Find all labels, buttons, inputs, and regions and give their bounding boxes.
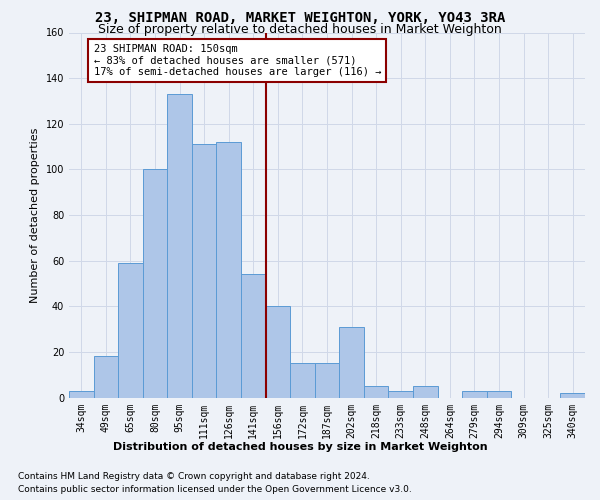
Bar [487,390,511,398]
Text: 23, SHIPMAN ROAD, MARKET WEIGHTON, YORK, YO43 3RA: 23, SHIPMAN ROAD, MARKET WEIGHTON, YORK,… [95,11,505,25]
Bar [290,364,315,398]
Y-axis label: Number of detached properties: Number of detached properties [30,128,40,302]
Bar [143,170,167,398]
Bar [192,144,217,398]
Bar [413,386,437,398]
Bar [69,390,94,398]
Bar [560,393,585,398]
Bar [315,364,339,398]
Text: 23 SHIPMAN ROAD: 150sqm
← 83% of detached houses are smaller (571)
17% of semi-d: 23 SHIPMAN ROAD: 150sqm ← 83% of detache… [94,44,381,77]
Bar [217,142,241,398]
Text: Distribution of detached houses by size in Market Weighton: Distribution of detached houses by size … [113,442,487,452]
Bar [364,386,388,398]
Bar [339,327,364,398]
Text: Contains HM Land Registry data © Crown copyright and database right 2024.: Contains HM Land Registry data © Crown c… [18,472,370,481]
Bar [462,390,487,398]
Bar [118,263,143,398]
Text: Contains public sector information licensed under the Open Government Licence v3: Contains public sector information licen… [18,484,412,494]
Bar [388,390,413,398]
Text: Size of property relative to detached houses in Market Weighton: Size of property relative to detached ho… [98,24,502,36]
Bar [266,306,290,398]
Bar [241,274,266,398]
Bar [167,94,192,398]
Bar [94,356,118,398]
